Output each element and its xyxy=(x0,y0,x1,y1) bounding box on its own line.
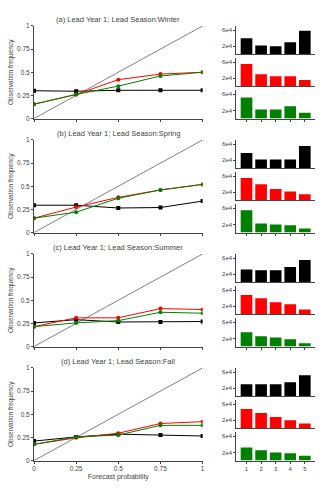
svg-text:6e4: 6e4 xyxy=(222,141,233,147)
svg-text:6e4: 6e4 xyxy=(222,287,233,293)
svg-text:0.5: 0.5 xyxy=(21,411,30,418)
svg-text:2e4: 2e4 xyxy=(222,417,233,423)
svg-text:6e4: 6e4 xyxy=(222,205,233,211)
svg-text:6e4: 6e4 xyxy=(222,173,233,179)
svg-text:0.75: 0.75 xyxy=(154,465,167,472)
svg-text:2e4: 2e4 xyxy=(222,108,233,114)
svg-text:Observation frequency: Observation frequency xyxy=(7,381,15,447)
svg-text:(d) Lead Year 1; Lead Season:F: (d) Lead Year 1; Lead Season:Fall xyxy=(61,357,175,366)
svg-text:0.75: 0.75 xyxy=(17,273,30,280)
svg-text:0.5: 0.5 xyxy=(114,465,123,472)
svg-text:Observation frequency: Observation frequency xyxy=(7,267,15,333)
svg-text:Observation frequency: Observation frequency xyxy=(7,153,15,219)
svg-text:Observation frequency: Observation frequency xyxy=(7,39,15,105)
svg-text:2e4: 2e4 xyxy=(222,43,233,49)
svg-text:0: 0 xyxy=(32,465,36,472)
svg-text:0.25: 0.25 xyxy=(17,206,30,213)
svg-text:6e4: 6e4 xyxy=(222,27,233,33)
svg-text:1: 1 xyxy=(201,465,205,472)
svg-text:2e4: 2e4 xyxy=(222,271,233,277)
svg-text:2e4: 2e4 xyxy=(222,385,233,391)
svg-text:0.75: 0.75 xyxy=(17,387,30,394)
svg-text:6e4: 6e4 xyxy=(222,255,233,261)
svg-text:1: 1 xyxy=(26,22,30,29)
svg-text:0.25: 0.25 xyxy=(17,434,30,441)
svg-text:6e4: 6e4 xyxy=(222,433,233,439)
svg-text:6e4: 6e4 xyxy=(222,59,233,65)
svg-text:6e4: 6e4 xyxy=(222,369,233,375)
svg-text:4: 4 xyxy=(289,466,293,472)
svg-text:3: 3 xyxy=(274,466,278,472)
svg-text:1: 1 xyxy=(26,250,30,257)
svg-text:0: 0 xyxy=(26,343,30,350)
svg-text:6e4: 6e4 xyxy=(222,401,233,407)
svg-text:0.75: 0.75 xyxy=(17,45,30,52)
svg-text:0.75: 0.75 xyxy=(17,159,30,166)
svg-text:0.5: 0.5 xyxy=(21,69,30,76)
svg-text:(a) Lead Year 1; Lead Season:W: (a) Lead Year 1; Lead Season:Winter xyxy=(56,15,180,24)
svg-text:0.25: 0.25 xyxy=(17,320,30,327)
svg-text:0.25: 0.25 xyxy=(17,92,30,99)
svg-text:2e4: 2e4 xyxy=(222,336,233,342)
svg-text:0.25: 0.25 xyxy=(70,465,83,472)
svg-text:2e4: 2e4 xyxy=(222,189,233,195)
svg-text:(b) Lead Year 1; Lead Season:S: (b) Lead Year 1; Lead Season:Spring xyxy=(57,129,180,138)
svg-text:2e4: 2e4 xyxy=(222,157,233,163)
svg-text:0: 0 xyxy=(26,115,30,122)
svg-text:6e4: 6e4 xyxy=(222,91,233,97)
svg-text:0.5: 0.5 xyxy=(21,297,30,304)
svg-text:2e4: 2e4 xyxy=(222,75,233,81)
svg-text:6e4: 6e4 xyxy=(222,319,233,325)
svg-text:1: 1 xyxy=(245,466,249,472)
svg-text:1: 1 xyxy=(26,364,30,371)
svg-text:Forecast probability: Forecast probability xyxy=(88,473,150,481)
svg-text:2: 2 xyxy=(259,466,263,472)
svg-text:0: 0 xyxy=(26,229,30,236)
svg-text:0.5: 0.5 xyxy=(21,183,30,190)
svg-text:(c) Lead Year 1; Lead Season:S: (c) Lead Year 1; Lead Season:Summer xyxy=(53,243,183,252)
svg-text:5: 5 xyxy=(303,466,307,472)
svg-text:2e4: 2e4 xyxy=(222,450,233,456)
svg-text:2e4: 2e4 xyxy=(222,303,233,309)
svg-text:1: 1 xyxy=(26,136,30,143)
svg-text:2e4: 2e4 xyxy=(222,222,233,228)
svg-text:0: 0 xyxy=(26,457,30,464)
